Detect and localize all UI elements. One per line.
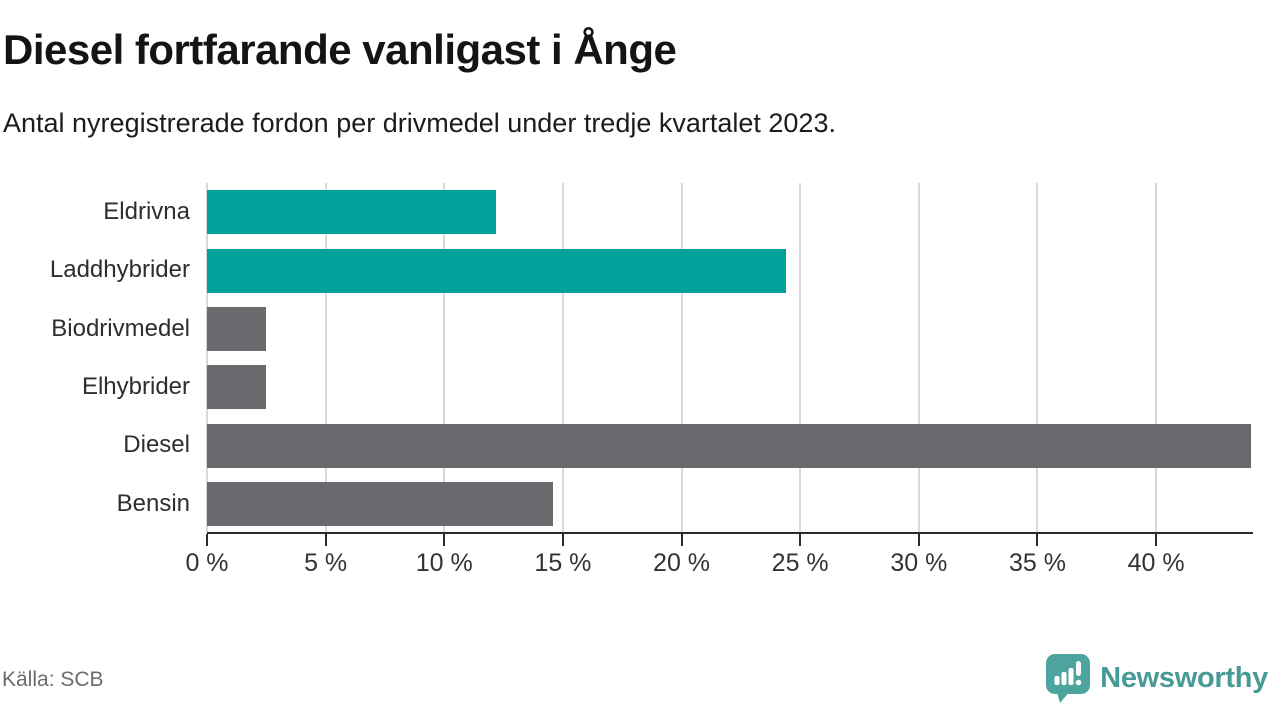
- category-label: Elhybrider: [81, 373, 190, 401]
- bar-eldrivna: [207, 190, 497, 235]
- gridline: [1155, 183, 1158, 533]
- chart-title: Diesel fortfarande vanligast i Ånge: [3, 26, 677, 73]
- axis-tick-label: 25 %: [771, 549, 829, 577]
- axis-tick: [1155, 534, 1158, 546]
- category-label: Eldrivna: [103, 198, 190, 226]
- chart-subtitle: Antal nyregistrerade fordon per drivmede…: [3, 108, 836, 138]
- category-label: Bensin: [116, 489, 190, 517]
- speech-bubble-shape: [1046, 654, 1091, 703]
- gridline: [1036, 183, 1039, 533]
- gridline: [206, 183, 208, 533]
- x-axis-line: [207, 532, 1253, 534]
- newsworthy-bubble-chart-icon: [1045, 653, 1091, 703]
- plot-area: [206, 183, 1251, 533]
- bar-laddhybrider: [207, 248, 786, 293]
- axis-tick: [1036, 534, 1039, 546]
- axis-tick: [799, 534, 802, 546]
- newsworthy-wordmark: Newsworthy: [1100, 661, 1268, 694]
- axis-tick-label: 35 %: [1008, 549, 1066, 577]
- source-text: Källa: SCB: [2, 668, 104, 691]
- axis-tick: [443, 534, 446, 546]
- axis-tick-label: 15 %: [534, 549, 592, 577]
- gridline: [561, 183, 564, 533]
- axis-tick-label: 0 %: [185, 549, 229, 577]
- bar-chart: Eldrivna Laddhybrider Biodrivmedel Elhybrid…: [0, 183, 1253, 577]
- axis-tick-label: 10 %: [415, 549, 473, 577]
- category-label: Diesel: [123, 431, 190, 459]
- gridline: [799, 183, 802, 533]
- gridline: [680, 183, 683, 533]
- category-labels: Eldrivna Laddhybrider Biodrivmedel Elhybrid…: [0, 183, 190, 533]
- gridline: [917, 183, 920, 533]
- category-label: Laddhybrider: [49, 256, 190, 284]
- bar-bensin: [207, 481, 554, 526]
- axis-tick-label: 5 %: [304, 549, 348, 577]
- newsworthy-logo: Newsworthy: [1045, 653, 1268, 703]
- bar-elhybrider: [207, 365, 267, 410]
- axis-tick: [680, 534, 683, 546]
- axis-tick-label: 30 %: [890, 549, 948, 577]
- gridline: [443, 183, 446, 533]
- gridline: [324, 183, 327, 533]
- category-label: Biodrivmedel: [51, 314, 190, 342]
- axis-tick-label: 40 %: [1127, 549, 1185, 577]
- bar-diesel: [207, 423, 1251, 468]
- axis-tick: [561, 534, 564, 546]
- axis-tick: [206, 534, 208, 546]
- axis-tick: [324, 534, 327, 546]
- axis-tick-label: 20 %: [653, 549, 711, 577]
- axis-tick: [917, 534, 920, 546]
- bar-biodrivmedel: [207, 306, 267, 351]
